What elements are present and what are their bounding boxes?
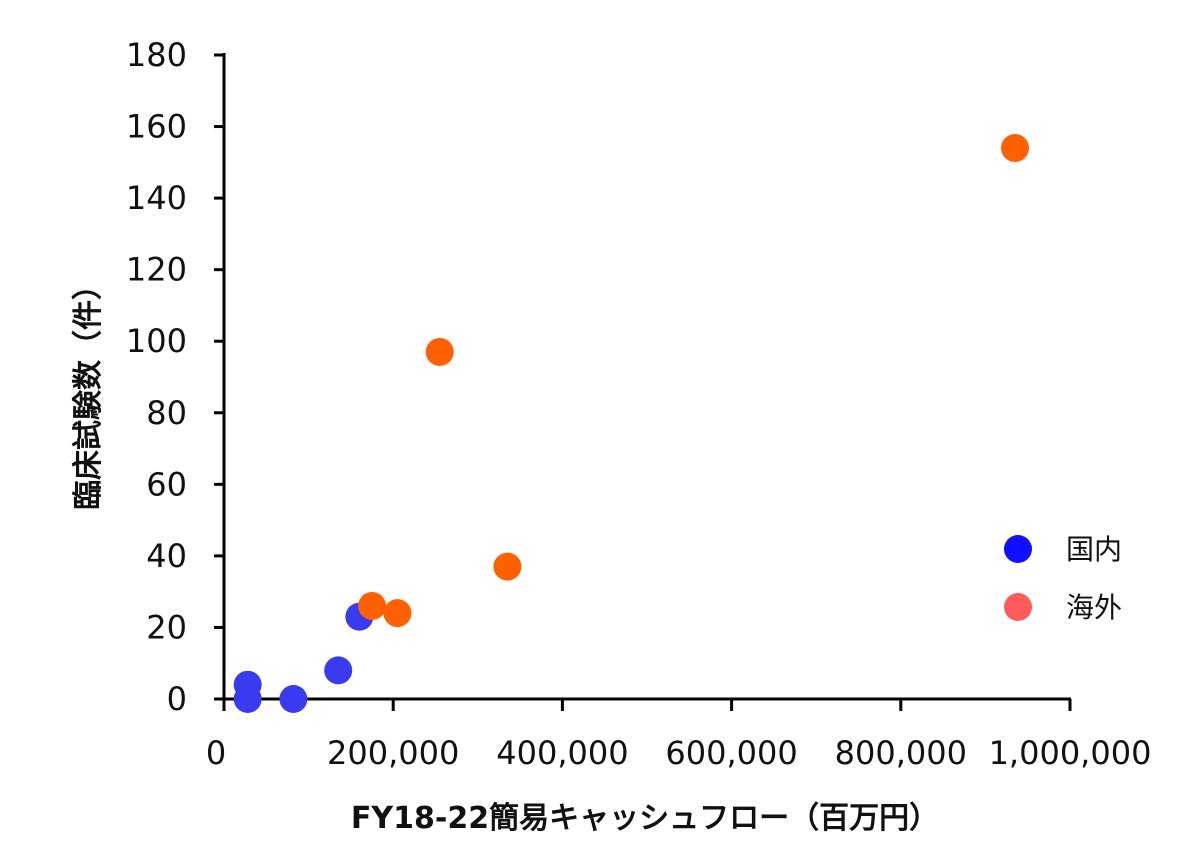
x-tick-label: 200,000: [327, 734, 459, 772]
y-tick-label: 40: [146, 537, 187, 575]
data-point: [279, 685, 308, 713]
y-tick-label: 80: [146, 394, 187, 432]
data-point: [324, 656, 353, 685]
y-tick-label: 20: [146, 608, 187, 646]
legend-label: 国内: [1066, 533, 1122, 566]
y-tick-label: 0: [167, 680, 187, 718]
x-tick-label: 600,000: [665, 734, 797, 772]
data-point: [358, 591, 387, 620]
data-point: [493, 552, 522, 581]
legend-marker: [1004, 535, 1032, 563]
data-point: [425, 337, 454, 366]
data-point: [233, 685, 262, 713]
y-tick-label: 180: [126, 36, 187, 74]
axes: [222, 53, 1071, 701]
y-axis-ticks: 0 20 40 60 80 100 120 140 160 180: [126, 36, 224, 718]
x-tick-label: 1,000,000: [989, 734, 1152, 772]
data-point: [1001, 134, 1030, 163]
x-tick-label: 400,000: [496, 734, 628, 772]
y-tick-label: 120: [126, 251, 187, 289]
x-tick-label: 0: [206, 734, 226, 772]
x-tick-label: 800,000: [835, 734, 967, 772]
x-axis-title: FY18-22簡易キャッシュフロー（百万円）: [351, 801, 939, 836]
data-point: [383, 599, 412, 628]
x-axis-ticks: 0 200,000 400,000 600,000 800,000 1,000,000: [206, 699, 1152, 772]
data-points: [233, 134, 1030, 713]
y-tick-label: 60: [146, 465, 187, 503]
y-tick-label: 100: [126, 322, 187, 360]
y-tick-label: 140: [126, 179, 187, 217]
legend-label: 海外: [1066, 591, 1122, 624]
legend-marker: [1004, 593, 1032, 621]
y-axis-title: 臨床試験数（件）: [71, 270, 106, 510]
y-tick-label: 160: [126, 108, 187, 146]
